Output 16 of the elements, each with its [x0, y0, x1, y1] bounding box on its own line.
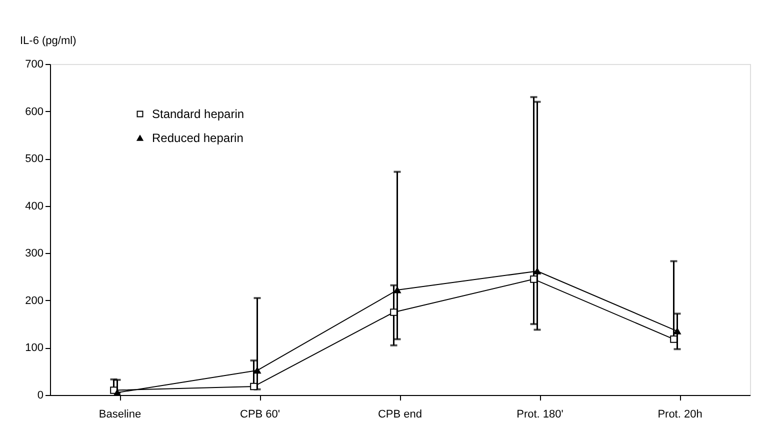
x-tick-label: CPB end	[378, 408, 422, 420]
y-axis-title: IL-6 (pg/ml)	[20, 35, 76, 47]
y-tick-label: 700	[25, 58, 44, 70]
x-tick-label: CPB 60'	[240, 408, 280, 420]
x-tick-label: Baseline	[98, 408, 142, 420]
legend-label: Reduced heparin	[152, 131, 244, 145]
y-tick-label: 0	[37, 390, 44, 402]
y-tick-label: 500	[25, 153, 44, 166]
y-tick-label: 600	[25, 106, 44, 118]
legend-label: Standard heparin	[152, 107, 244, 121]
x-tick-label: Prot. 180'	[516, 408, 564, 420]
y-tick-label: 400	[25, 200, 44, 212]
x-tick-label: Prot. 20h	[658, 408, 702, 420]
y-tick-label: 100	[25, 342, 44, 354]
y-tick-label: 200	[25, 294, 44, 307]
y-tick-label: 300	[25, 248, 44, 260]
